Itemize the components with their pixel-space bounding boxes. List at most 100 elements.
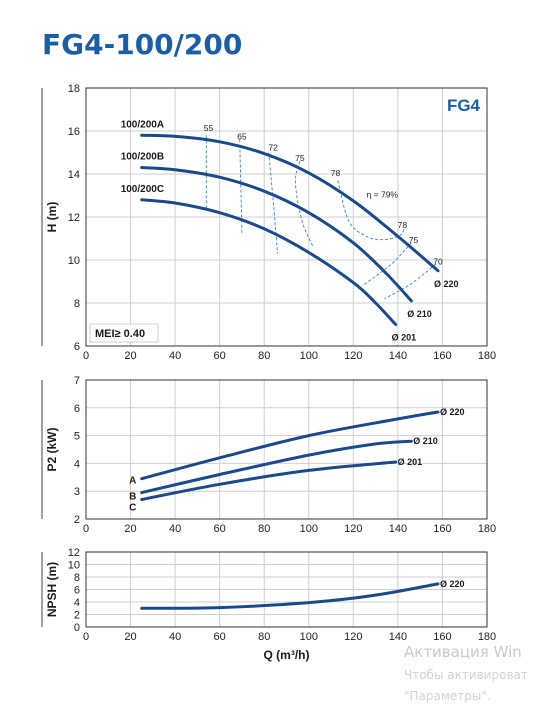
power-y-tick-label: 5 <box>74 431 80 443</box>
head-x-tick-label: 100 <box>300 350 318 362</box>
head-x-tick-label: 20 <box>124 350 136 362</box>
power-x-tick-label: 100 <box>300 523 318 535</box>
head-series-end-label: Ø 210 <box>407 309 432 319</box>
head-y-tick-label: 6 <box>74 341 80 353</box>
head-x-tick-label: 180 <box>478 350 496 362</box>
power-series-line <box>140 439 413 495</box>
activation-watermark-line2: Чтобы активироват <box>404 668 528 682</box>
head-efficiency-label: 65 <box>237 132 247 142</box>
head-x-tick-label: 60 <box>214 350 226 362</box>
head-y-tick-label: 10 <box>68 255 80 267</box>
npsh-x-tick-label: 140 <box>389 631 407 643</box>
npsh-x-tick-label: 60 <box>214 631 226 643</box>
power-series-end-label: Ø 201 <box>398 457 423 467</box>
npsh-y-tick-label: 10 <box>68 560 80 572</box>
power-x-tick-label: 0 <box>83 523 89 535</box>
activation-watermark-line3: "Параметры". <box>404 689 491 703</box>
head-x-tick-label: 0 <box>83 350 89 362</box>
head-efficiency-line <box>294 160 314 248</box>
head-series-end-label: Ø 220 <box>434 279 459 289</box>
npsh-y-tick-label: 4 <box>74 597 80 609</box>
npsh-x-tick-label: 20 <box>124 631 136 643</box>
head-efficiency-line <box>268 152 279 254</box>
head-chart: 0 20 40 60 80 100 120 140 160 180 6 8 10 12 14 16 18 H (m… <box>41 83 496 362</box>
head-x-tick-label: 40 <box>169 350 181 362</box>
power-x-tick-label: 180 <box>478 523 496 535</box>
power-y-axis-label: P2 (kW) <box>45 427 59 471</box>
head-efficiency-line <box>361 242 412 287</box>
npsh-y-tick-label: 0 <box>74 622 80 634</box>
power-y-tick-label: 7 <box>74 375 80 387</box>
power-series-line <box>140 460 398 501</box>
npsh-y-tick-label: 6 <box>74 585 80 597</box>
npsh-plot-frame <box>85 551 488 628</box>
power-x-tick-label: 40 <box>169 523 181 535</box>
head-efficiency-line <box>384 263 437 300</box>
head-x-tick-label: 160 <box>433 350 451 362</box>
head-efficiency-line <box>337 180 406 241</box>
npsh-series-end-label: Ø 220 <box>440 579 465 589</box>
head-series-name: 100/200B <box>121 152 164 163</box>
head-series-line <box>140 133 440 273</box>
head-x-tick-label: 140 <box>389 350 407 362</box>
power-chart: 0 20 40 60 80 100 120 140 160 180 2 3 4 5 6 7 P2 (kW) A Ø … <box>41 375 496 535</box>
npsh-x-axis-label: Q (m³/h) <box>264 648 310 662</box>
power-y-tick-label: 2 <box>74 514 80 526</box>
power-series-name: A <box>129 476 136 487</box>
power-series-end-label: Ø 210 <box>413 436 438 446</box>
head-efficiency-label: 78 <box>331 168 341 178</box>
npsh-x-tick-label: 40 <box>169 631 181 643</box>
head-plot-frame <box>85 87 488 347</box>
head-model-badge: FG4 <box>447 96 481 115</box>
power-plot-frame <box>85 379 488 520</box>
power-y-tick-label: 4 <box>74 458 80 470</box>
head-efficiency-label: 75 <box>409 235 419 245</box>
power-series-end-label: Ø 220 <box>440 407 465 417</box>
head-x-tick-label: 120 <box>344 350 362 362</box>
power-x-tick-label: 20 <box>124 523 136 535</box>
head-series-name: 100/200A <box>121 119 164 130</box>
head-y-tick-label: 14 <box>68 169 80 181</box>
head-y-tick-label: 12 <box>68 212 80 224</box>
head-series-name: 100/200C <box>121 184 164 195</box>
head-y-axis-label: H (m) <box>45 202 59 233</box>
head-series-line <box>140 198 398 326</box>
npsh-x-tick-label: 100 <box>300 631 318 643</box>
npsh-series-line <box>140 582 440 610</box>
head-annotation-box <box>89 323 159 343</box>
npsh-y-tick-label: 8 <box>74 572 80 584</box>
power-x-tick-label: 160 <box>433 523 451 535</box>
head-y-tick-label: 18 <box>68 83 80 95</box>
power-x-tick-label: 80 <box>258 523 270 535</box>
head-annotation-text: MEI≥ 0.40 <box>95 328 145 340</box>
power-series-line <box>140 410 440 481</box>
head-efficiency-label: 75 <box>295 153 305 163</box>
head-y-tick-label: 8 <box>74 298 80 310</box>
npsh-y-axis-label: NPSH (m) <box>45 562 59 617</box>
activation-watermark-line1: Активация Win <box>404 643 522 661</box>
head-x-tick-label: 80 <box>258 350 270 362</box>
npsh-x-tick-label: 160 <box>433 631 451 643</box>
power-x-tick-label: 120 <box>344 523 362 535</box>
power-y-tick-label: 3 <box>74 486 80 498</box>
head-efficiency-label: 72 <box>268 142 278 152</box>
head-efficiency-label: 55 <box>204 123 214 133</box>
head-efficiency-label: η = 79% <box>367 190 399 200</box>
head-series-end-label: Ø 201 <box>392 333 417 343</box>
page-title: FG4-100/200 <box>42 28 243 61</box>
power-x-tick-label: 140 <box>389 523 407 535</box>
head-efficiency-label: 70 <box>433 256 443 266</box>
head-y-tick-label: 16 <box>68 126 80 138</box>
npsh-x-tick-label: 120 <box>344 631 362 643</box>
npsh-y-tick-label: 12 <box>68 547 80 559</box>
npsh-x-tick-label: 80 <box>258 631 270 643</box>
power-series-name: B <box>129 492 136 503</box>
head-series-line <box>140 166 413 303</box>
head-efficiency-label: 78 <box>398 220 408 230</box>
power-y-tick-label: 6 <box>74 403 80 415</box>
power-series-name: C <box>129 503 136 514</box>
npsh-y-tick-label: 2 <box>74 610 80 622</box>
npsh-x-tick-label: 0 <box>83 631 89 643</box>
